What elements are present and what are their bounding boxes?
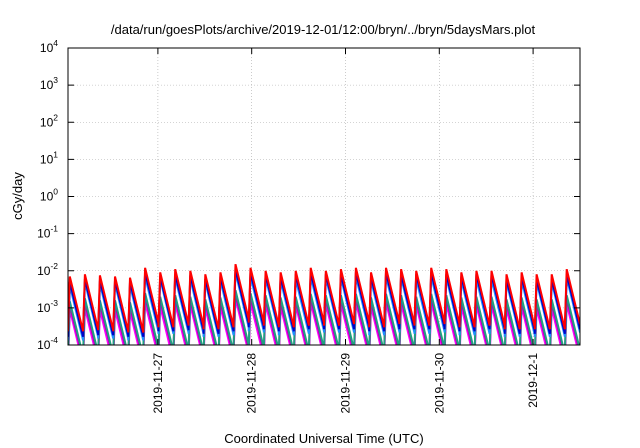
series-line (68, 298, 578, 345)
chart-title: /data/run/goesPlots/archive/2019-12-01/1… (111, 22, 536, 37)
series-group (68, 263, 580, 345)
x-tick-label: 2019-11-27 (151, 353, 165, 414)
y-tick-label: 101 (40, 149, 58, 166)
x-tick-label: 2019-11-29 (338, 353, 352, 414)
y-tick-label: 10-2 (37, 261, 58, 278)
ticks-group: 104 103 102 101 100 10-1 10-2 10-3 10-4 2019-11-2… (37, 38, 580, 414)
y-tick-label: 10-4 (37, 335, 58, 352)
y-tick-label: 10-1 (37, 224, 58, 241)
x-axis-label: Coordinated Universal Time (UTC) (224, 431, 423, 446)
y-tick-label: 103 (40, 75, 58, 92)
series-line (68, 263, 580, 333)
x-tick-label: 2019-11-30 (432, 353, 446, 414)
series-line (68, 289, 580, 345)
y-axis-label: cGy/day (10, 172, 25, 220)
y-tick-label: 104 (40, 38, 58, 55)
y-tick-label: 100 (40, 187, 58, 204)
y-tick-label: 102 (40, 112, 58, 129)
y-tick-label: 10-3 (37, 298, 58, 315)
x-tick-label: 2019-12-1 (526, 353, 540, 408)
x-tick-label: 2019-11-28 (245, 353, 259, 414)
